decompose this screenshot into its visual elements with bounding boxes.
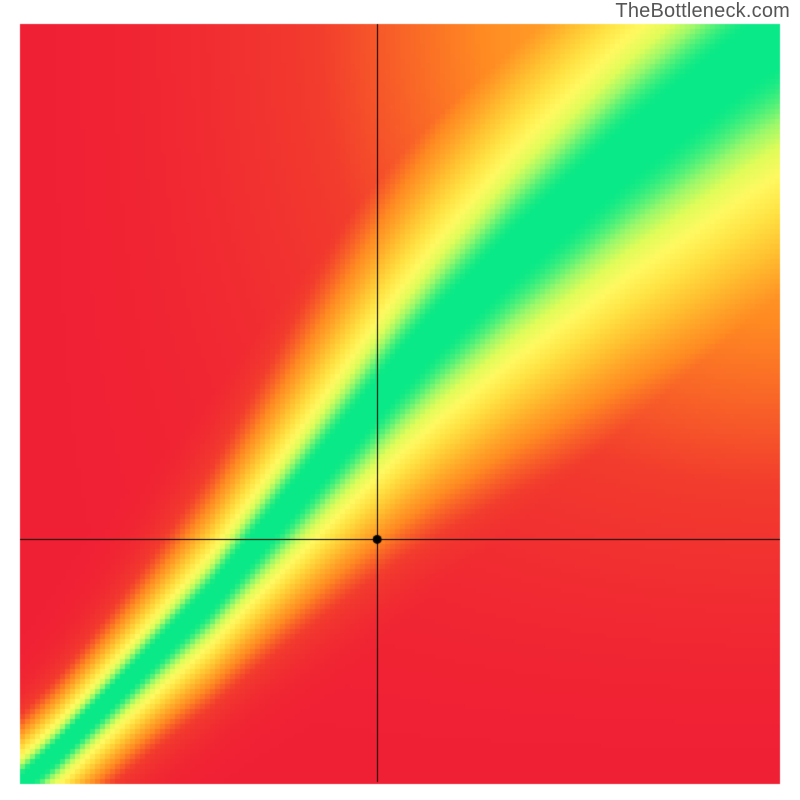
- watermark-text: TheBottleneck.com: [615, 0, 790, 23]
- bottleneck-heatmap: [0, 0, 800, 800]
- chart-container: TheBottleneck.com: [0, 0, 800, 800]
